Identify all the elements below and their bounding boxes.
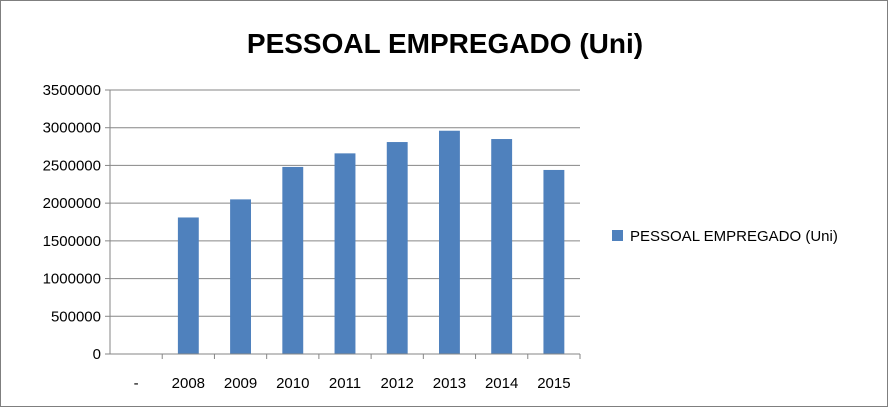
x-tick-label-7: 2014 — [485, 375, 518, 392]
bar-2013 — [439, 130, 460, 354]
legend: PESSOAL EMPREGADO (Uni) — [612, 228, 838, 245]
y-tick-label-4: 2000000 — [43, 195, 101, 212]
y-tick-label-2: 1000000 — [43, 271, 101, 288]
x-tick-label-4: 2011 — [329, 375, 361, 392]
legend-swatch — [612, 230, 623, 241]
x-tick-label-3: 2010 — [276, 375, 309, 392]
bar-2009 — [230, 199, 251, 354]
y-axis: 0 500000 1000000 1500000 2000000 2500000 30000… — [43, 82, 111, 363]
y-tick-label-0: 0 — [93, 346, 101, 363]
x-tick-label-0: - — [134, 375, 139, 392]
legend-label: PESSOAL EMPREGADO (Uni) — [630, 228, 838, 245]
bar-2012 — [386, 142, 408, 354]
y-tick-label-6: 3000000 — [43, 120, 101, 137]
x-tick-label-1: 2008 — [172, 375, 205, 392]
bar-2014 — [491, 139, 513, 354]
bar-2011 — [334, 153, 356, 354]
y-tick-label-7: 3500000 — [43, 82, 101, 99]
bar-2008 — [177, 217, 199, 354]
x-tick-label-5: 2012 — [381, 375, 414, 392]
x-tick-label-6: 2013 — [433, 375, 466, 392]
bar-2010 — [282, 166, 304, 354]
y-tick-label-5: 2500000 — [43, 157, 101, 174]
chart-title: PESSOAL EMPREGADO (Uni) — [247, 28, 643, 59]
y-tick-label-3: 1500000 — [43, 233, 101, 250]
x-tick-label-8: 2015 — [537, 375, 570, 392]
y-tick-label-1: 500000 — [51, 308, 101, 325]
x-axis: - 2008 2009 2010 2011 2012 2013 2014 2015 — [110, 353, 581, 392]
x-tick-label-2: 2009 — [224, 375, 257, 392]
bars — [177, 130, 565, 354]
bar-2015 — [543, 169, 565, 354]
